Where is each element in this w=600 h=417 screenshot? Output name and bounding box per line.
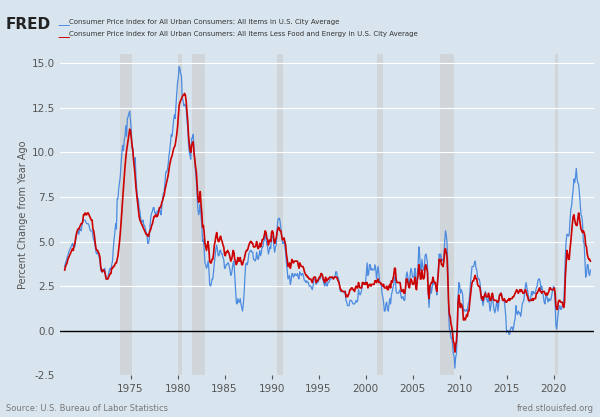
Text: Consumer Price Index for All Urban Consumers: All Items Less Food and Energy in : Consumer Price Index for All Urban Consu… bbox=[69, 31, 418, 37]
Text: —: — bbox=[57, 19, 70, 32]
Y-axis label: Percent Change from Year Ago: Percent Change from Year Ago bbox=[18, 141, 28, 289]
Bar bbox=[377, 54, 383, 375]
Bar bbox=[555, 54, 558, 375]
Text: —: — bbox=[57, 31, 70, 44]
Text: fred.stlouisfed.org: fred.stlouisfed.org bbox=[517, 404, 594, 413]
Text: FRED: FRED bbox=[6, 17, 51, 32]
Bar bbox=[440, 54, 454, 375]
Text: Consumer Price Index for All Urban Consumers: All Items in U.S. City Average: Consumer Price Index for All Urban Consu… bbox=[69, 19, 340, 25]
Bar bbox=[191, 54, 205, 375]
Bar bbox=[121, 54, 132, 375]
Bar bbox=[277, 54, 283, 375]
Text: Source: U.S. Bureau of Labor Statistics: Source: U.S. Bureau of Labor Statistics bbox=[6, 404, 168, 413]
Bar bbox=[178, 54, 182, 375]
